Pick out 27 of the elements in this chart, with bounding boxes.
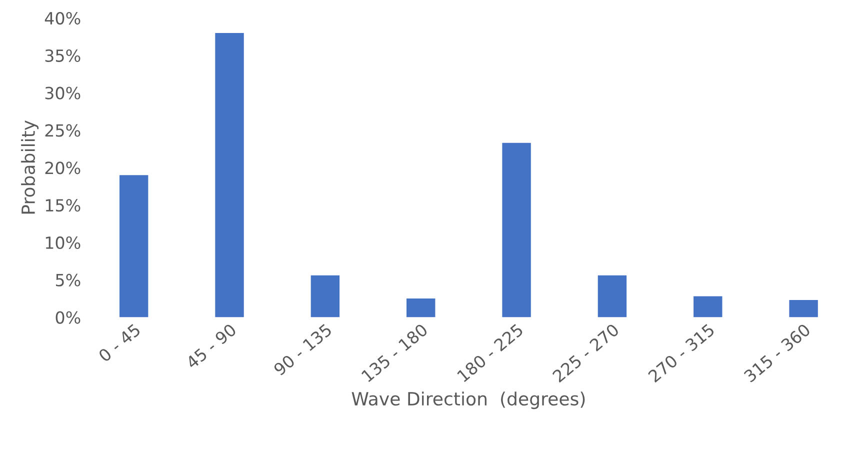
y-axis-title: Probability (21, 120, 39, 214)
bar (598, 275, 627, 318)
bar (789, 300, 818, 318)
bar (215, 32, 244, 318)
x-tick-label: 0 - 45 (98, 323, 142, 362)
bar (502, 142, 531, 318)
x-axis-title: Wave Direction (degrees) (352, 392, 585, 410)
x-tick-label: 225 - 270 (552, 323, 620, 383)
x-tick-label: 90 - 135 (272, 323, 332, 376)
bar (406, 298, 436, 318)
bar (310, 275, 340, 318)
x-tick-label: 270 - 315 (648, 323, 716, 383)
y-tick-label: 20% (45, 162, 80, 174)
y-tick-label: 30% (45, 86, 80, 100)
y-tick-label: 15% (46, 198, 80, 212)
y-tick-label: 25% (45, 124, 80, 137)
bar (119, 175, 148, 318)
y-tick-label: 10% (46, 236, 80, 250)
y-tick-label: 5% (56, 274, 80, 286)
x-tick-label: 180 - 225 (456, 323, 524, 382)
y-tick-label: 0% (56, 311, 80, 324)
y-tick-label: 40% (44, 12, 80, 25)
x-tick-label: 315 - 360 (743, 323, 812, 383)
y-tick-label: 35% (45, 49, 80, 62)
bar (694, 296, 722, 318)
x-tick-label: 135 - 180 (360, 323, 428, 382)
x-tick-label: 45 - 90 (185, 323, 237, 370)
